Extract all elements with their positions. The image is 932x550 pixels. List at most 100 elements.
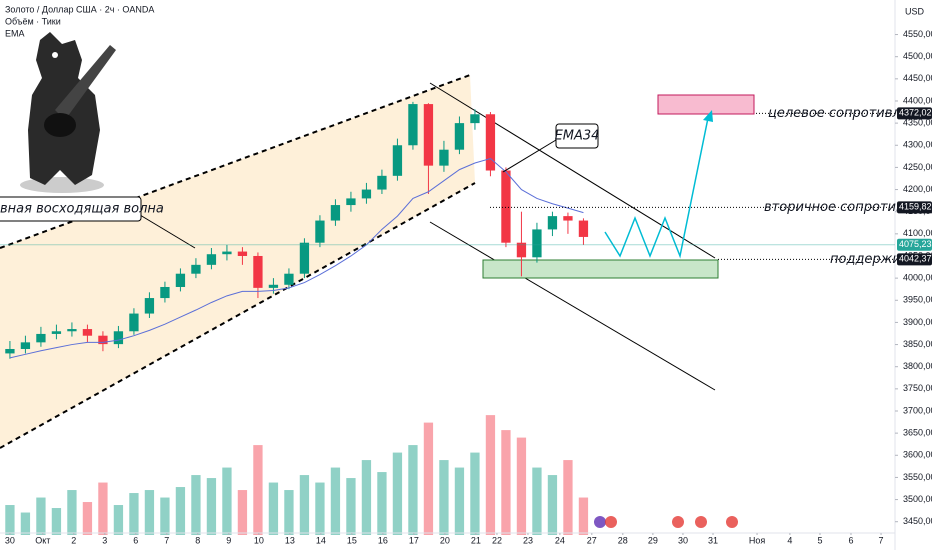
y-tick-label: 3650,000 bbox=[903, 428, 932, 438]
candle-body bbox=[361, 189, 372, 199]
support-zone bbox=[482, 259, 719, 279]
chart-title: Золото / Доллар США · 2ч · OANDA bbox=[5, 4, 154, 14]
volume-bar bbox=[160, 497, 170, 535]
volume-bar bbox=[454, 467, 465, 535]
candle-body bbox=[144, 298, 155, 314]
candle-body bbox=[237, 251, 248, 256]
channel-lower bbox=[0, 182, 476, 449]
price-label-box bbox=[897, 107, 932, 120]
volume-bar bbox=[439, 460, 449, 535]
x-tick-label: 16 bbox=[378, 535, 388, 545]
volume-bar bbox=[501, 430, 511, 535]
x-tick-label: 31 bbox=[708, 535, 718, 545]
candle-body bbox=[485, 114, 496, 171]
candle-body bbox=[454, 123, 465, 150]
candle-body bbox=[5, 348, 15, 354]
volume-bar bbox=[144, 490, 155, 535]
candle-body bbox=[330, 205, 341, 221]
volume-bar bbox=[563, 460, 573, 535]
y-tick-label: 4200,000 bbox=[903, 184, 932, 194]
x-tick-label: 2 bbox=[71, 535, 76, 545]
callout-box bbox=[0, 196, 142, 222]
x-tick-label: 10 bbox=[254, 535, 264, 545]
indicator-label: Объём · Тики bbox=[5, 16, 61, 26]
x-tick-label: 7 bbox=[879, 535, 884, 545]
candle-body bbox=[67, 329, 77, 332]
candle-body bbox=[299, 242, 310, 274]
y-tick-label: 3700,000 bbox=[903, 405, 932, 415]
x-tick-label: 29 bbox=[648, 535, 658, 545]
x-tick-label: 17 bbox=[409, 535, 419, 545]
x-tick-label: 21 bbox=[471, 535, 481, 545]
ema-callout: EMA34 bbox=[555, 129, 600, 144]
volume-bar bbox=[175, 487, 186, 535]
volume-bar bbox=[5, 505, 15, 535]
x-tick-label: 14 bbox=[316, 535, 326, 545]
candle-body bbox=[423, 104, 434, 166]
volume-bar bbox=[191, 475, 201, 535]
y-tick-label: 4400,000 bbox=[903, 95, 932, 105]
volume-bar bbox=[547, 475, 558, 535]
volume-bar bbox=[485, 415, 496, 535]
x-tick-label: 23 bbox=[523, 535, 533, 545]
target-zone bbox=[657, 94, 755, 115]
y-tick-label: 4250,000 bbox=[903, 162, 932, 172]
volume-bar bbox=[377, 472, 387, 535]
candle-body bbox=[36, 333, 46, 343]
candle-body bbox=[160, 286, 170, 299]
down-channel-lower bbox=[429, 221, 716, 391]
volume-bar bbox=[98, 482, 108, 535]
x-tick-label: 22 bbox=[492, 535, 502, 545]
x-tick-label: 24 bbox=[555, 535, 565, 545]
candle-body bbox=[191, 264, 201, 274]
volume-bar bbox=[346, 478, 356, 535]
y-tick-label: 3950,000 bbox=[903, 295, 932, 305]
x-tick-label: 5 bbox=[817, 535, 822, 545]
candle-body bbox=[377, 175, 387, 190]
event-icons bbox=[594, 516, 738, 528]
y-tick-label: 3450,000 bbox=[903, 516, 932, 526]
projection-arrow bbox=[703, 110, 713, 122]
y-tick-label: 4300,000 bbox=[903, 140, 932, 150]
volume-bar bbox=[284, 490, 294, 535]
volume-bar bbox=[237, 490, 248, 535]
volume-bar bbox=[470, 452, 480, 535]
candle-body bbox=[315, 220, 325, 243]
callout-box bbox=[555, 123, 599, 149]
price-label: 4075,235 bbox=[899, 239, 932, 249]
x-tick-label: 6 bbox=[133, 535, 138, 545]
x-tick-label: 13 bbox=[285, 535, 295, 545]
candle-body bbox=[129, 313, 139, 332]
x-tick-label: 20 bbox=[440, 535, 450, 545]
candle-body bbox=[222, 251, 232, 255]
x-tick-label: 27 bbox=[587, 535, 597, 545]
y-tick-label: 3800,000 bbox=[903, 361, 932, 371]
down-channel-upper bbox=[429, 82, 716, 259]
y-tick-label: 3750,000 bbox=[903, 383, 932, 393]
x-tick-label: 4 bbox=[787, 535, 792, 545]
volume-bar bbox=[51, 508, 62, 535]
candle-body bbox=[175, 273, 186, 287]
callout-pointer bbox=[502, 139, 557, 173]
candle-body bbox=[501, 170, 511, 243]
x-tick-label: Окт bbox=[35, 535, 50, 545]
volume-bar bbox=[113, 505, 124, 535]
candle-body bbox=[470, 114, 480, 124]
candle-body bbox=[284, 273, 294, 285]
candle-body bbox=[113, 331, 124, 345]
volume-bar bbox=[315, 482, 325, 535]
x-tick-label: 9 bbox=[226, 535, 231, 545]
volume-bar bbox=[82, 502, 93, 535]
candle-body bbox=[20, 342, 31, 349]
y-tick-label: 4550,000 bbox=[903, 29, 932, 39]
price-label-box bbox=[897, 238, 932, 251]
y-tick-label: 4000,000 bbox=[903, 273, 932, 283]
volume-bar bbox=[222, 467, 232, 535]
volume-bar bbox=[206, 478, 217, 535]
y-tick-label: 3550,000 bbox=[903, 472, 932, 482]
y-tick-label: 3500,000 bbox=[903, 494, 932, 504]
volume-bar bbox=[253, 445, 263, 535]
candle-body bbox=[439, 149, 449, 166]
y-tick-label: 3850,000 bbox=[903, 339, 932, 349]
